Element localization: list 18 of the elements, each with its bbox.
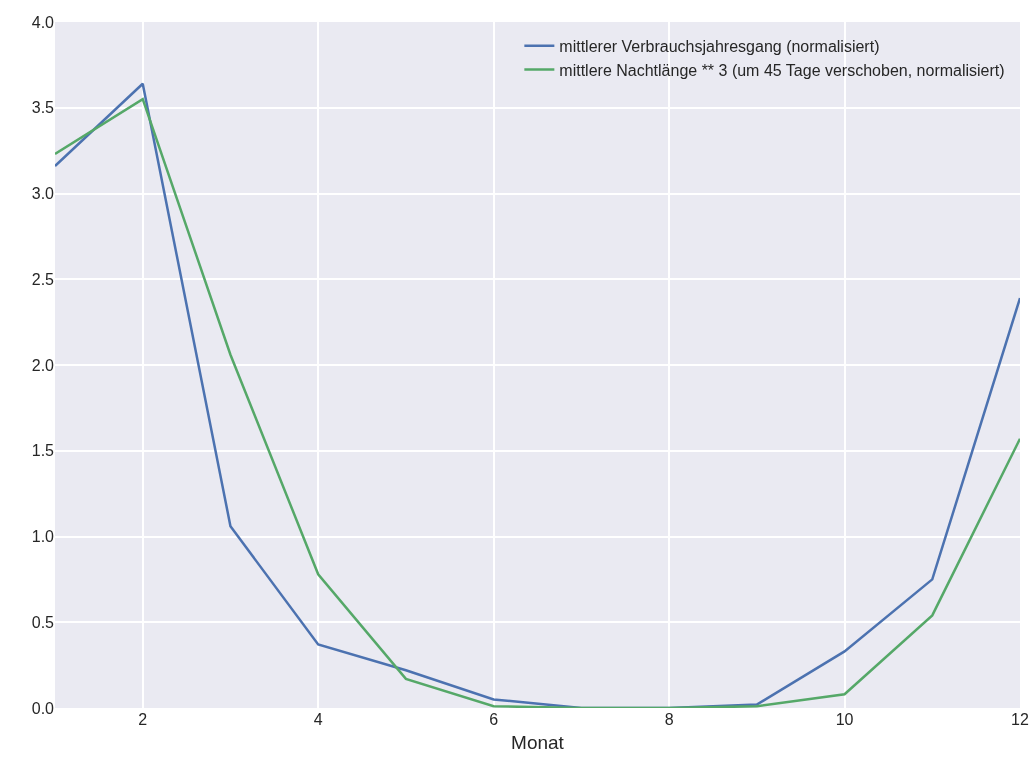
- y-tick-label: 2.5: [31, 270, 55, 288]
- x-tick-label: 8: [664, 711, 674, 728]
- x-tick-label: 6: [489, 711, 499, 728]
- y-tick-label: 0.5: [31, 613, 55, 631]
- x-axis-title: Monat: [511, 731, 565, 753]
- y-tick-label: 0.0: [31, 699, 55, 717]
- x-tick-label: 10: [835, 711, 854, 728]
- legend-label: mittlerer Verbrauchsjahresgang (normalisiert): [559, 38, 880, 55]
- x-tick-label: 2: [138, 711, 148, 728]
- x-tick-label: 4: [313, 711, 323, 728]
- y-tick-label: 3.5: [31, 99, 55, 117]
- y-tick-label: 2.0: [31, 356, 55, 374]
- y-tick-label: 3.0: [31, 185, 55, 203]
- x-tick-label: 12: [1011, 711, 1029, 728]
- legend-label: mittlere Nachtlänge ** 3 (um 45 Tage verschoben, normalisiert): [559, 61, 1005, 79]
- y-tick-label: 4.0: [31, 13, 55, 31]
- y-tick-label: 1.0: [31, 528, 55, 546]
- y-tick-label: 1.5: [31, 442, 55, 460]
